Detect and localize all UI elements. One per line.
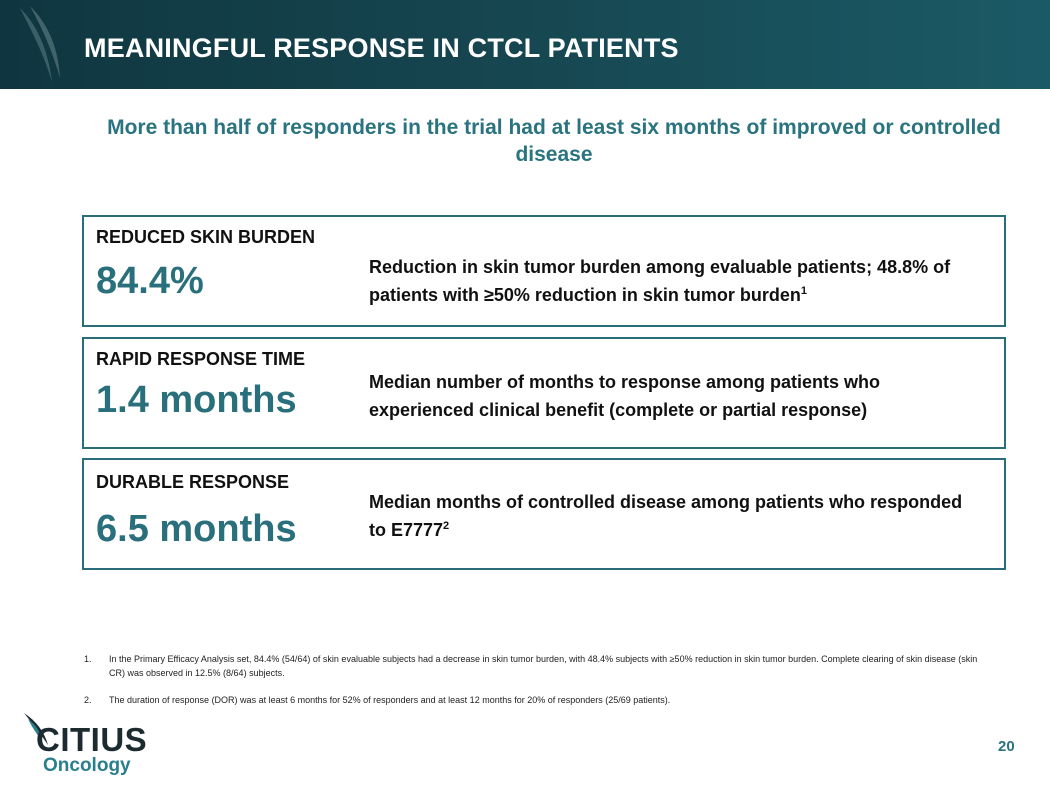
logo-wordmark: CITIUS	[36, 721, 148, 758]
footnote-number: 1.	[84, 654, 92, 664]
stat-description-text: Median months of controlled disease amon…	[369, 492, 963, 540]
stat-box-durable-response: DURABLE RESPONSE 6.5 months Median month…	[82, 458, 1006, 570]
footnote-ref: 2	[443, 520, 450, 532]
stat-label: RAPID RESPONSE TIME	[96, 349, 306, 369]
stat-description: Median months of controlled disease amon…	[369, 488, 979, 544]
stat-label: REDUCED SKIN BURDEN	[96, 227, 316, 247]
stat-box-response-time: RAPID RESPONSE TIME 1.4 months Median nu…	[82, 337, 1006, 449]
swoosh-logo-icon	[20, 6, 60, 82]
footnote-item: 1. In the Primary Efficacy Analysis set,…	[84, 652, 984, 680]
logo-swoosh-icon	[24, 713, 48, 745]
stat-value: 6.5 months	[96, 508, 297, 550]
footnote-number: 2.	[84, 695, 92, 705]
page-number: 20	[998, 738, 1015, 755]
footnote-text: The duration of response (DOR) was at le…	[109, 695, 671, 705]
page-title: MEANINGFUL RESPONSE IN CTCL PATIENTS	[84, 33, 679, 63]
logo-subtitle: Oncology	[43, 755, 131, 776]
stat-value: 1.4 months	[96, 379, 297, 421]
footnote-text: In the Primary Efficacy Analysis set, 84…	[109, 654, 978, 678]
stat-description: Median number of months to response amon…	[369, 368, 979, 424]
stat-description-text: Reduction in skin tumor burden among eva…	[369, 257, 951, 305]
header-banner: MEANINGFUL RESPONSE IN CTCL PATIENTS	[0, 0, 1050, 89]
footnote-ref: 1	[800, 285, 808, 297]
footnotes: 1. In the Primary Efficacy Analysis set,…	[84, 652, 984, 720]
citius-logo: CITIUS Oncology	[22, 711, 152, 779]
footnote-item: 2. The duration of response (DOR) was at…	[84, 693, 984, 707]
stat-description-text: Median number of months to response amon…	[369, 372, 881, 420]
stat-value: 84.4%	[96, 260, 204, 302]
stat-label: DURABLE RESPONSE	[96, 472, 290, 492]
stat-description: Reduction in skin tumor burden among eva…	[369, 253, 979, 309]
subtitle: More than half of responders in the tria…	[107, 116, 1001, 166]
stat-box-skin-burden: REDUCED SKIN BURDEN 84.4% Reduction in s…	[82, 215, 1006, 327]
